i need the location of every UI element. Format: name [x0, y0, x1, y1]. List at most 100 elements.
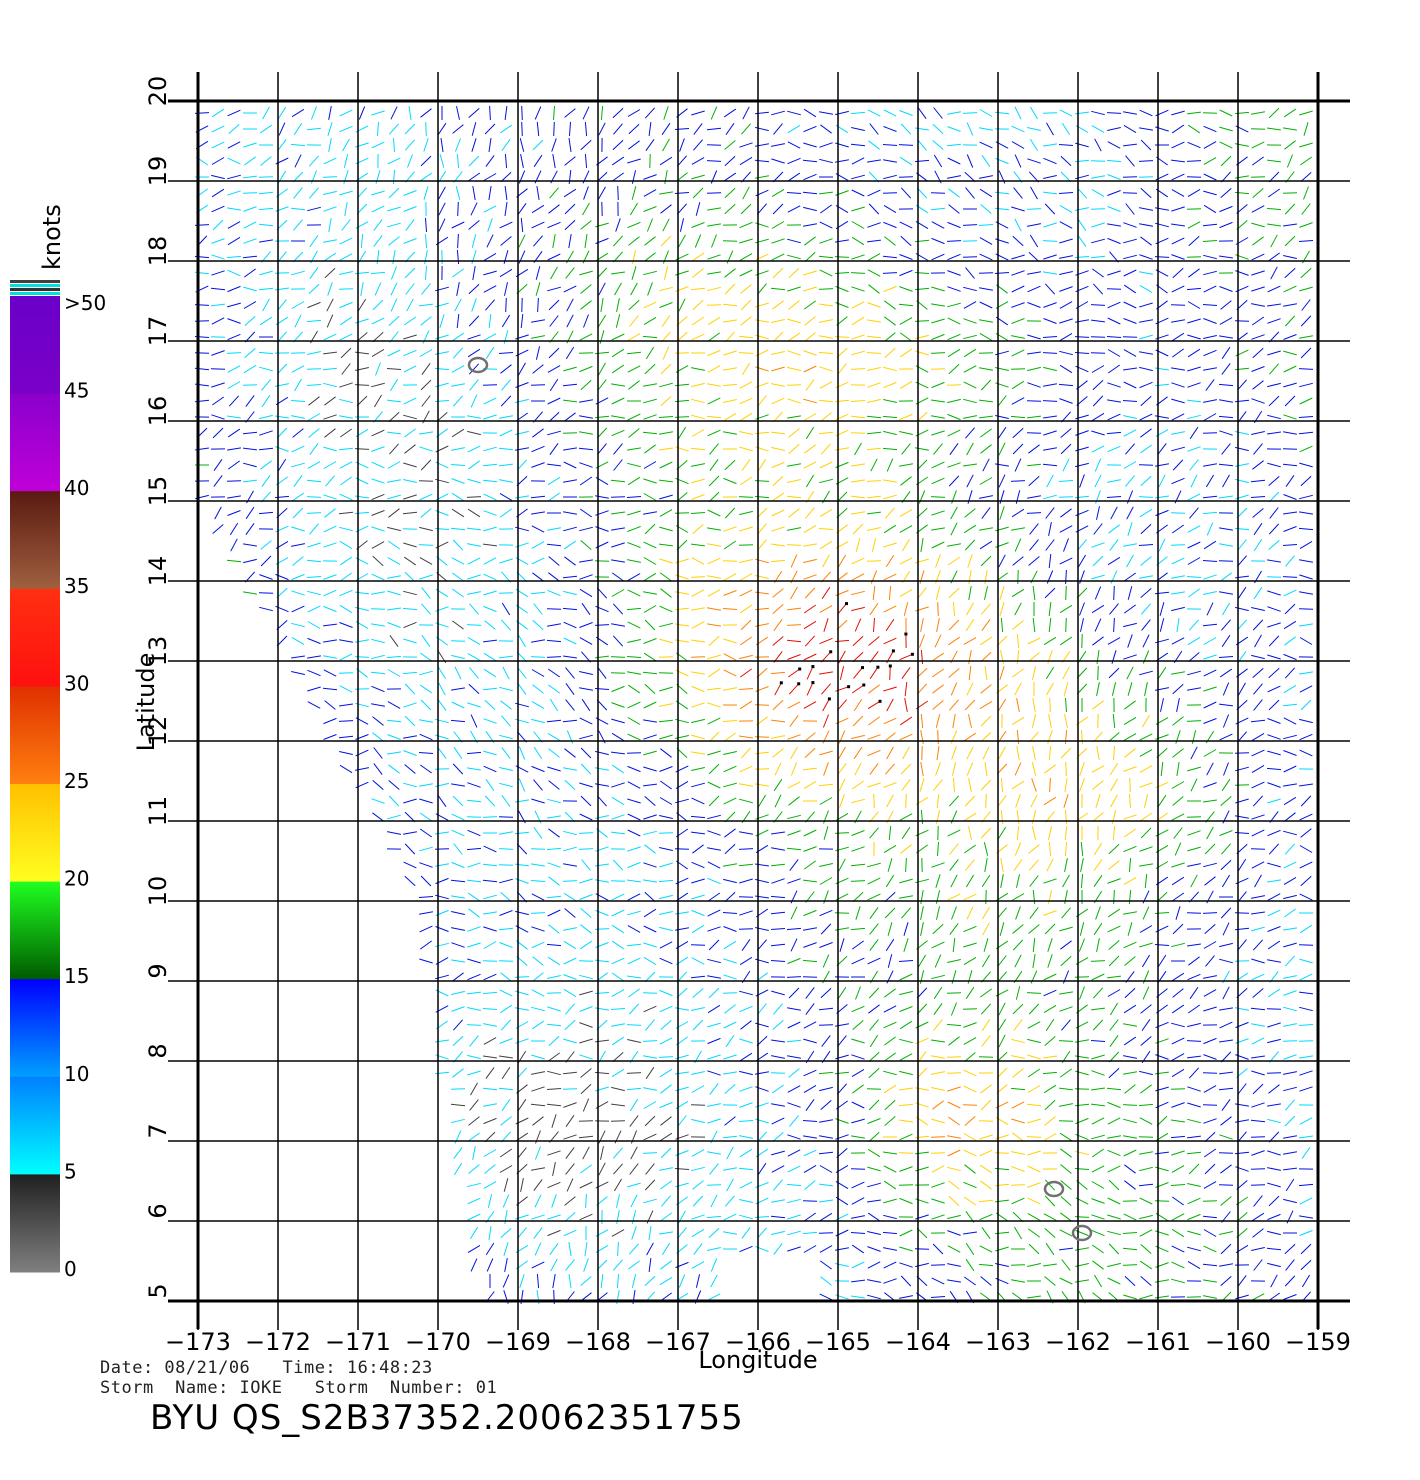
wind-vector: [387, 607, 401, 611]
wind-vector: [338, 672, 354, 674]
wind-vector: [786, 976, 802, 978]
wind-vector: [852, 635, 864, 647]
wind-vector: [774, 794, 782, 808]
wind-vector: [947, 1214, 961, 1220]
wind-vector: [258, 191, 274, 195]
wind-vector: [258, 511, 274, 515]
wind-vector: [535, 266, 541, 280]
wind-vector: [690, 975, 706, 979]
wind-vector: [643, 301, 657, 309]
wind-vector: [518, 362, 526, 376]
wind-vector: [659, 797, 673, 805]
wind-vector: [1303, 186, 1309, 200]
wind-vector: [869, 602, 879, 616]
wind-vector: [1122, 336, 1138, 338]
wind-vector: [339, 301, 353, 309]
wind-vector: [787, 110, 801, 116]
wind-vector: [611, 415, 625, 419]
wind-vector: [579, 990, 593, 996]
wind-vector: [1220, 1164, 1232, 1174]
wind-vector: [520, 154, 524, 168]
wind-vector: [1027, 637, 1041, 645]
wind-vector: [293, 187, 303, 199]
wind-vector: [998, 1034, 1006, 1048]
wind-vector: [1219, 830, 1233, 836]
wind-vector: [693, 123, 703, 135]
lat-tick-label: 12: [144, 716, 172, 747]
wind-vector: [805, 426, 815, 440]
wind-vector: [1251, 334, 1265, 340]
wind-vector: [771, 1199, 785, 1203]
wind-vector: [584, 153, 588, 169]
wind-vector: [1140, 588, 1152, 598]
wind-vector: [917, 139, 927, 151]
wind-vector: [1219, 109, 1233, 117]
wind-vector: [1030, 794, 1038, 808]
wind-vector: [867, 302, 881, 308]
wind-vector: [659, 382, 673, 388]
wind-vector: [595, 750, 609, 756]
wind-vector: [532, 139, 544, 151]
wind-vector: [1284, 235, 1296, 247]
wind-vector: [935, 554, 941, 568]
wind-vector: [787, 607, 801, 611]
wind-vector: [931, 1039, 945, 1043]
wind-vector: [1123, 284, 1137, 294]
wind-vector: [419, 431, 433, 435]
wind-vector: [1094, 138, 1102, 152]
wind-vector: [1171, 206, 1185, 212]
wind-vector: [563, 511, 577, 515]
wind-vector: [434, 768, 450, 770]
wind-vector: [307, 351, 321, 355]
wind-vector: [755, 126, 769, 132]
wind-vector: [818, 431, 834, 435]
wind-vector: [1220, 572, 1232, 582]
wind-vector: [917, 587, 927, 599]
wind-vector: [790, 554, 798, 568]
wind-vector: [563, 479, 577, 483]
wind-vector: [579, 782, 593, 788]
wind-vector: [258, 447, 274, 451]
wind-vector: [1157, 794, 1167, 808]
wind-vector: [659, 494, 673, 500]
wind-vector: [597, 379, 607, 391]
wind-vector: [950, 506, 958, 520]
wind-vector: [980, 684, 992, 694]
wind-vector: [660, 363, 672, 375]
wind-vector: [1174, 842, 1182, 856]
wind-vector: [597, 314, 607, 328]
wind-vector: [1267, 223, 1281, 227]
wind-vector: [930, 1296, 946, 1298]
wind-vector: [648, 122, 652, 136]
wind-vector: [643, 511, 657, 515]
wind-vector: [691, 367, 705, 371]
wind-vector: [1123, 461, 1137, 469]
wind-vector: [501, 379, 511, 391]
wind-vector: [354, 271, 370, 275]
wind-vector: [467, 991, 481, 995]
wind-vector: [947, 1245, 961, 1253]
wind-vector: [1140, 523, 1152, 535]
wind-vector: [963, 524, 977, 534]
wind-vector: [421, 634, 431, 648]
wind-vector: [419, 911, 433, 915]
wind-vector: [485, 299, 495, 311]
wind-vector: [579, 399, 593, 403]
wind-vector: [600, 1274, 604, 1288]
wind-vector: [995, 350, 1009, 356]
wind-vector: [1015, 794, 1021, 808]
wind-vector: [692, 299, 704, 311]
wind-vector: [963, 1085, 977, 1093]
wind-vector: [1234, 191, 1250, 195]
wind-vector: [627, 221, 641, 229]
wind-vector: [994, 207, 1010, 211]
wind-vector: [899, 156, 913, 166]
wind-vector: [899, 1197, 913, 1205]
wind-vector: [644, 891, 656, 903]
wind-vector: [1187, 1055, 1201, 1059]
wind-vector: [471, 122, 477, 136]
wind-vector: [423, 138, 429, 152]
wind-vector: [1059, 318, 1073, 324]
wind-vector: [981, 1018, 991, 1032]
wind-vector: [1172, 524, 1184, 534]
